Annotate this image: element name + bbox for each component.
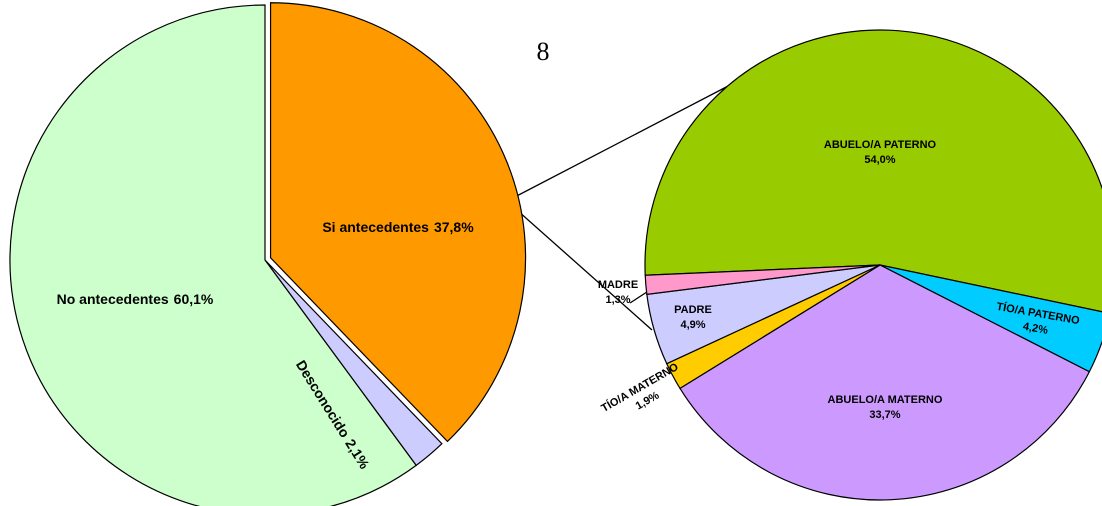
category-label: PADRE: [674, 304, 712, 316]
connector-line: [508, 202, 653, 331]
slice-label: TÍO/A MATERNO1,9%: [599, 360, 689, 428]
value-label: 4,9%: [680, 319, 705, 331]
pie-slice: [269, 2, 527, 443]
pie-slice: [9, 4, 418, 506]
category-label: Si antecedentes: [322, 219, 429, 235]
slice-label: PADRE 4,9%: [674, 304, 712, 331]
pie-slice: [679, 264, 1091, 501]
category-label: MADRE: [598, 279, 638, 291]
slice-label: No antecedentes 60,1%: [57, 291, 214, 307]
value-label: 33,7%: [869, 409, 900, 421]
value-label: 1,3%: [605, 294, 630, 306]
value-label: 60,1%: [174, 291, 214, 307]
pie-slice: [644, 29, 1102, 313]
pie-slice: [644, 264, 881, 296]
annotation: 8: [537, 37, 550, 66]
slice-label: ABUELO/A PATERNO 54,0%: [824, 139, 937, 166]
slice-label: ABUELO/A MATERNO 33,7%: [828, 394, 943, 421]
connector-line: [508, 83, 733, 201]
category-label: No antecedentes: [57, 291, 169, 307]
value-label: 37,8%: [434, 219, 474, 235]
category-label: ABUELO/A MATERNO: [828, 394, 943, 406]
category-label: ABUELO/A PATERNO: [824, 139, 937, 151]
value-label: 4,2%: [1022, 321, 1049, 337]
slice-label: MADRE 1,3%: [598, 279, 638, 306]
value-label: 54,0%: [864, 154, 895, 166]
slice-label: Si antecedentes 37,8%: [322, 219, 474, 235]
